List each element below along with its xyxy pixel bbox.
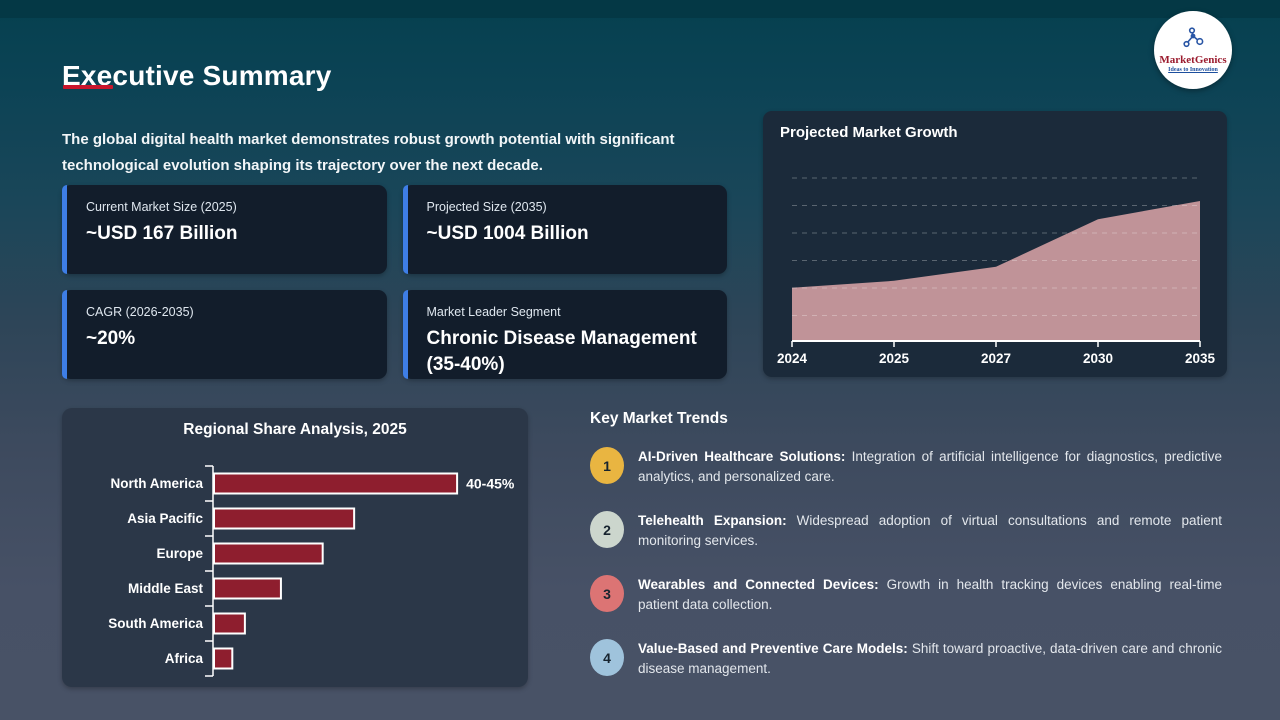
growth-area-chart: 2024 2025 2027 2030 2035 [777,177,1216,366]
trend-item-telehealth: 2 Telehealth Expansion: Widespread adopt… [590,511,1222,550]
projected-market-growth-panel: Projected Market Growth 2024 2025 2027 2030… [763,111,1227,377]
card-accent-bar [402,290,408,379]
trend-item-wearables: 3 Wearables and Connected Devices: Growt… [590,575,1222,614]
regional-chart-title: Regional Share Analysis, 2025 [183,421,407,438]
card-accent-bar [62,290,67,379]
trend-text: Telehealth Expansion: Widespread adoptio… [638,511,1222,550]
trend-title: Wearables and Connected Devices: [638,577,879,592]
bar-middle-east [213,577,282,600]
trend-number-badge: 1 [590,447,624,484]
trend-description: Growth in health tracking devices enabli… [638,577,1222,612]
card-accent-bar [62,185,67,274]
x-axis-label: 2027 [981,351,1011,366]
title-accent-underline [63,85,113,89]
logo-tagline: Ideas to Innovation [1168,67,1218,73]
category-label: Europe [156,546,203,561]
stat-card-value: ~USD 167 Billion [86,223,238,244]
trend-item-ai: 1 AI-Driven Healthcare Solutions: Integr… [590,447,1222,486]
stat-card-current-market-size: Current Market Size (2025) ~USD 167 Bill… [62,185,387,274]
growth-chart-title: Projected Market Growth [780,124,958,141]
stat-card-value: Chronic Disease Management (35-40%) [426,328,697,375]
x-axis-label: 2030 [1083,351,1113,366]
trend-description: Integration of artificial intelligence f… [638,449,1222,484]
stat-card-grid: Current Market Size (2025) ~USD 167 Bill… [62,185,727,379]
category-label: South America [108,616,203,631]
trend-description: Shift toward proactive, data-driven care… [638,641,1222,676]
category-label: Asia Pacific [127,511,203,526]
stat-card-label: Market Leader Segment [426,305,561,319]
trends-title: Key Market Trends [590,410,728,427]
growth-area-shape [792,201,1200,341]
stat-card-value: ~USD 1004 Billion [426,223,589,244]
bar-europe [213,542,324,565]
trend-number-badge: 3 [590,575,624,612]
stat-card-label: Current Market Size (2025) [86,200,237,214]
stat-card-cagr: CAGR (2026-2035) ~20% [62,290,387,379]
key-market-trends-section: Key Market Trends 1 AI-Driven Healthcare… [590,410,1222,678]
category-label: North America [110,476,203,491]
top-bar [0,0,1280,18]
molecule-icon [1181,27,1205,54]
bar-africa [213,647,234,670]
trend-list: 1 AI-Driven Healthcare Solutions: Integr… [590,447,1222,678]
company-logo: MarketGenics Ideas to Innovation [1154,11,1232,89]
bar-value-label: 40-45% [466,476,515,492]
bar-north-america [213,472,459,495]
trend-title: Telehealth Expansion: [638,513,787,528]
bar-asia-pacific [213,507,356,530]
stat-card-projected-size: Projected Size (2035) ~USD 1004 Billion [402,185,727,274]
trend-number-badge: 4 [590,639,624,676]
x-axis-label: 2024 [777,351,808,366]
category-label: Africa [165,651,204,666]
logo-name: MarketGenics [1159,54,1227,66]
regional-bar-chart: North America 40-45% Asia Pacific Europe Mid… [108,465,515,677]
category-label: Middle East [128,581,204,596]
x-axis-label: 2025 [879,351,910,366]
stat-card-label: CAGR (2026-2035) [86,305,194,319]
stat-card-label: Projected Size (2035) [426,200,547,214]
trend-item-value-based: 4 Value-Based and Preventive Care Models… [590,639,1222,678]
trend-title: AI-Driven Healthcare Solutions: [638,449,846,464]
regional-share-panel: Regional Share Analysis, 2025 North Amer… [62,408,528,687]
trend-text: Wearables and Connected Devices: Growth … [638,575,1222,614]
bar-south-america [213,612,246,635]
intro-paragraph: The global digital health market demonst… [62,131,675,174]
stat-card-market-leader: Market Leader Segment Chronic Disease Ma… [402,290,727,379]
trend-text: AI-Driven Healthcare Solutions: Integrat… [638,447,1222,486]
x-axis-label: 2035 [1185,351,1216,366]
card-accent-bar [402,185,408,274]
trend-description: Widespread adoption of virtual consultat… [638,513,1223,548]
trend-title: Value-Based and Preventive Care Models: [638,641,908,656]
stat-card-value: ~20% [86,328,136,349]
trend-number-badge: 2 [590,511,624,548]
trend-text: Value-Based and Preventive Care Models: … [638,639,1222,678]
